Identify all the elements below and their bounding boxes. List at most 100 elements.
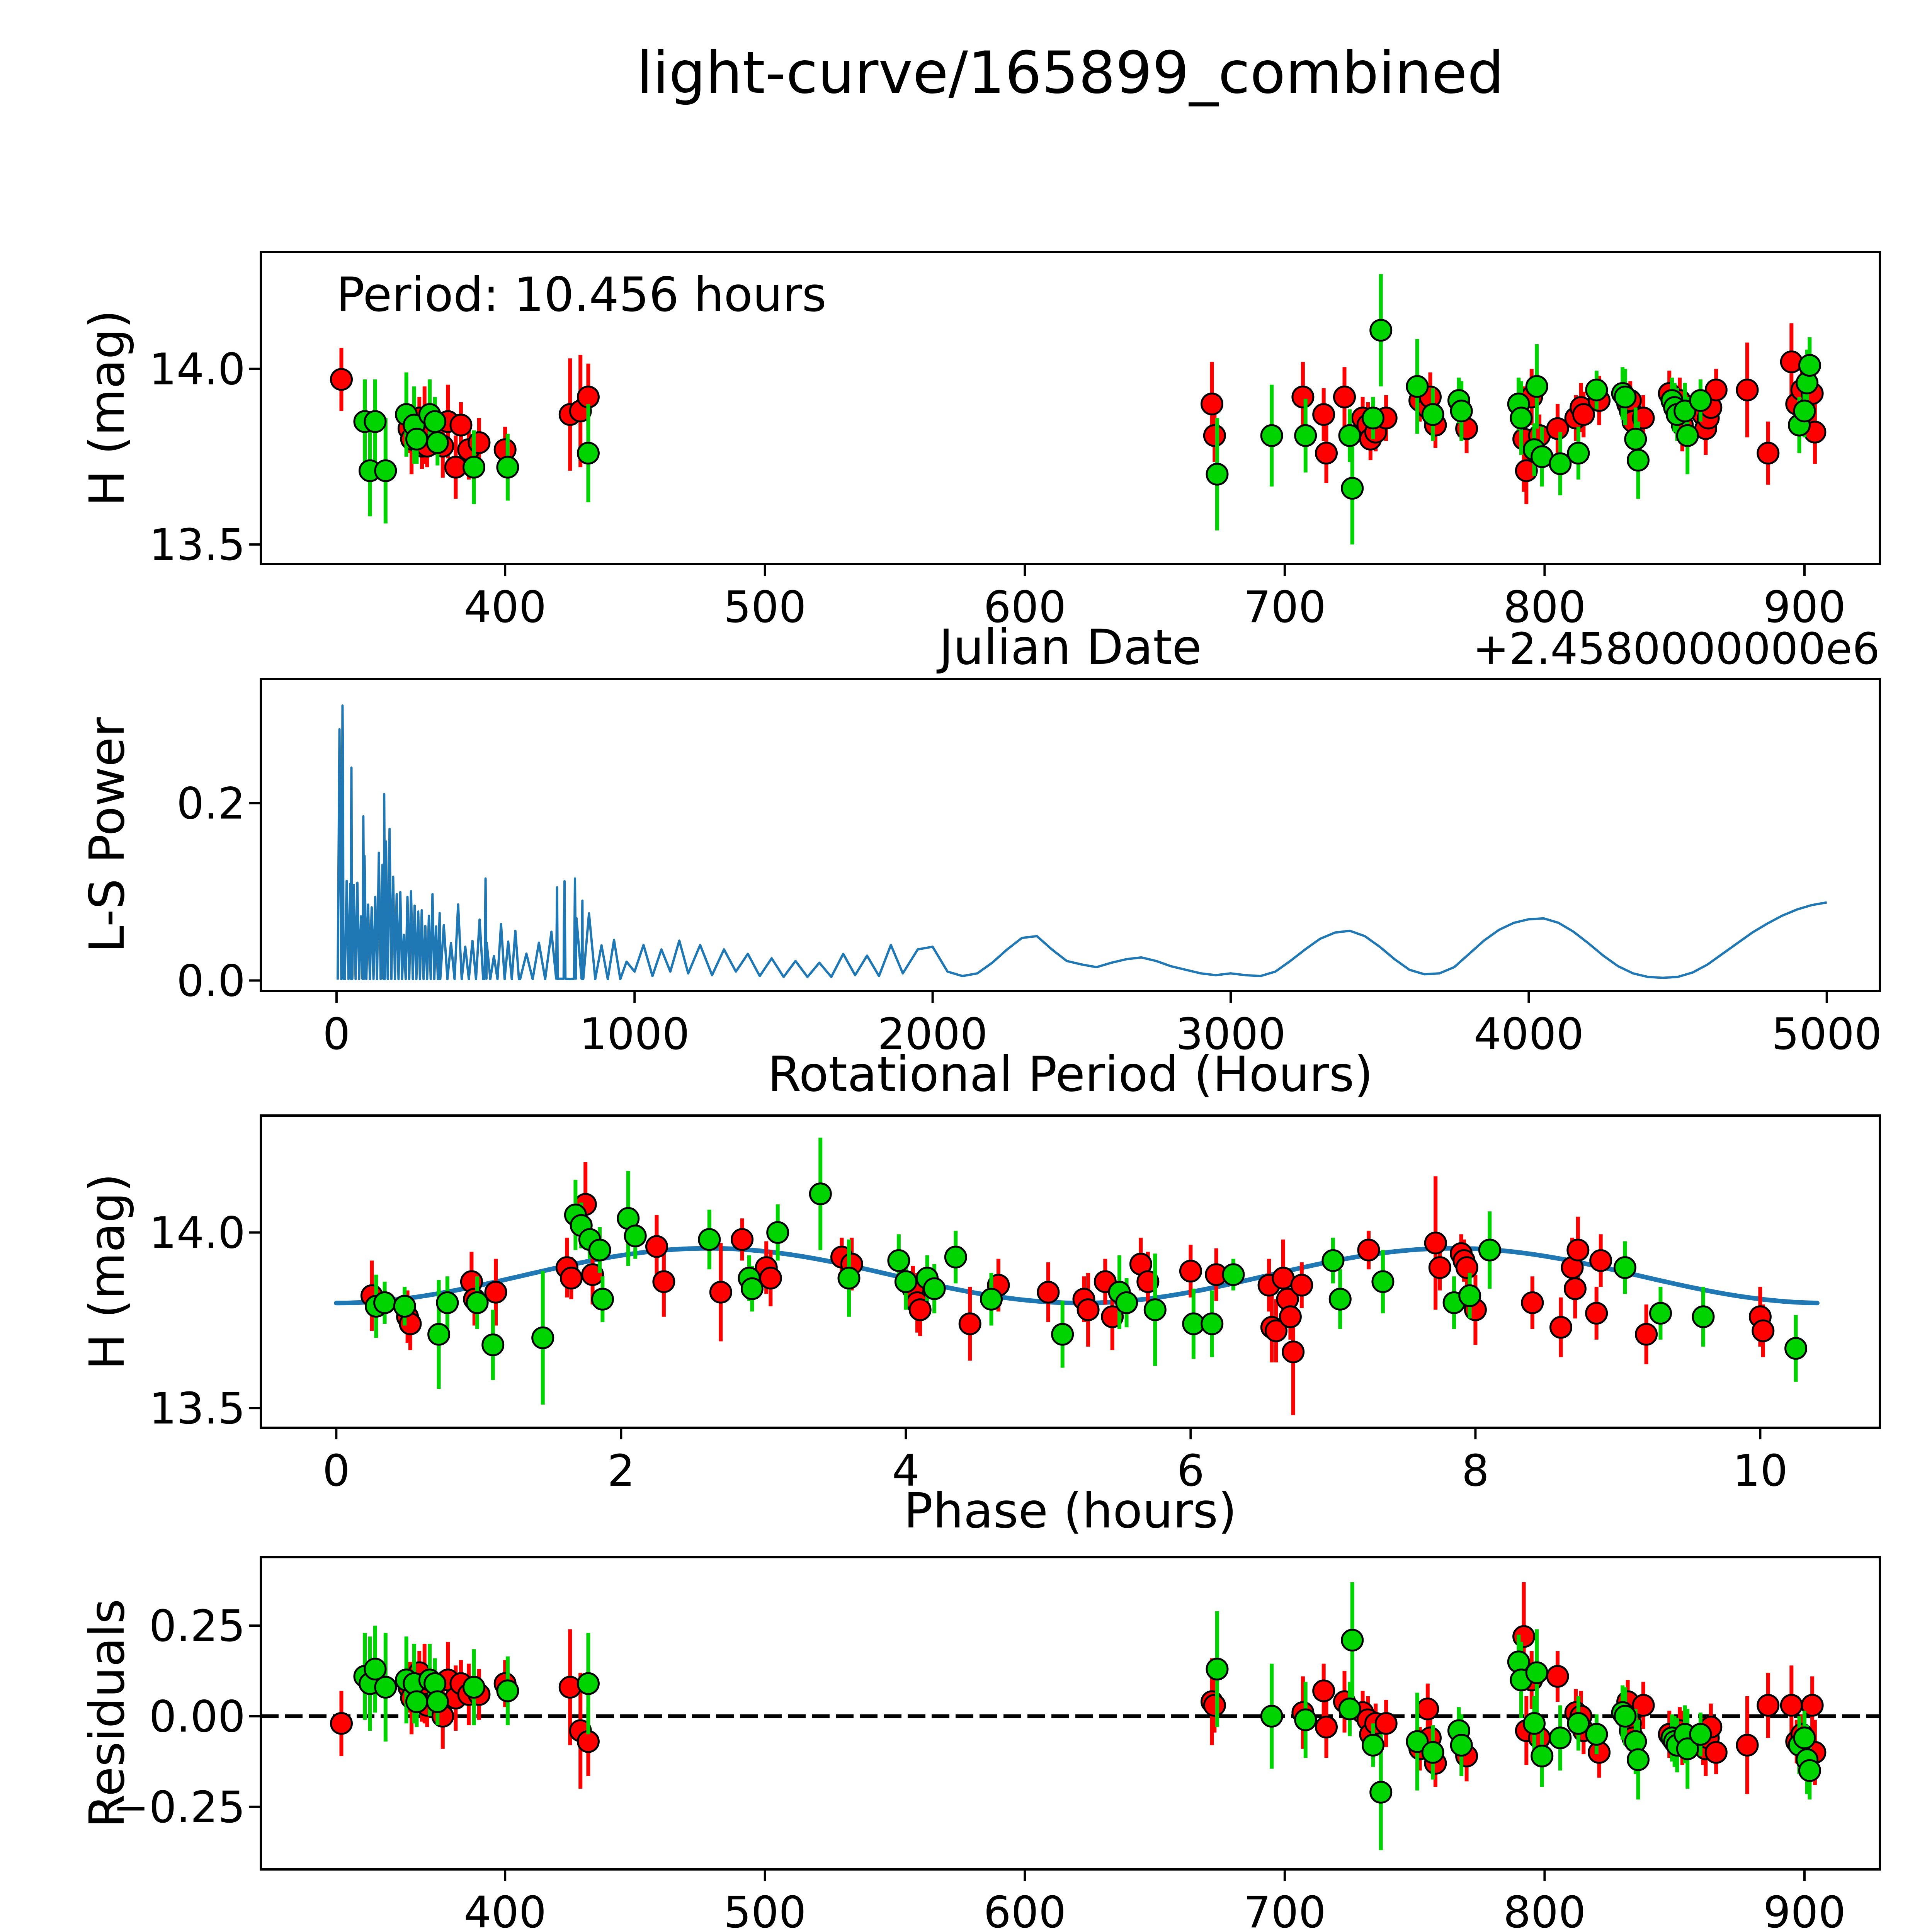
- data-point-green-band: [1450, 1734, 1473, 1757]
- data-point-red-band: [468, 431, 491, 454]
- data-point-green-band: [364, 1658, 387, 1681]
- data-point-red-band: [330, 368, 353, 391]
- residuals-plot-content: [261, 1582, 1880, 1850]
- data-point-green-band: [1549, 452, 1572, 475]
- data-point-green-band: [496, 1679, 519, 1702]
- data-point-green-band: [1206, 463, 1229, 486]
- phase-magnitude-ticks: 0 2 4 6 8 10 13.5 14.0: [149, 1208, 1788, 1496]
- phase-magnitude-plot-content: [334, 1138, 1820, 1415]
- data-point-red-band: [1512, 1625, 1536, 1648]
- x-tick-label: 3000: [1175, 1009, 1286, 1060]
- x-tick-label: 4: [892, 1446, 920, 1496]
- data-point-green-band: [1421, 403, 1444, 426]
- data-point-red-band: [1515, 459, 1538, 482]
- data-point-green-band: [577, 442, 600, 465]
- data-point-green-band: [405, 427, 428, 451]
- y-tick-label: 13.5: [149, 520, 245, 570]
- data-point-red-band: [1203, 1694, 1226, 1717]
- x-tick-label: 800: [1503, 582, 1586, 633]
- data-point-green-band: [466, 1291, 489, 1314]
- data-point-red-band: [958, 1312, 981, 1335]
- data-point-red-band: [1315, 1716, 1338, 1739]
- data-point-green-band: [1369, 319, 1393, 342]
- data-point-red-band: [1752, 1319, 1775, 1342]
- y-tick-label: 14.0: [149, 1208, 245, 1259]
- data-point-red-band: [709, 1281, 732, 1304]
- x-tick-label: 900: [1763, 582, 1846, 633]
- data-point-red-band: [652, 1270, 675, 1293]
- data-point-red-band: [1416, 1697, 1439, 1721]
- data-point-green-band: [1338, 1697, 1361, 1721]
- x-axis-label: Rotational Period (Hours): [767, 1046, 1373, 1102]
- data-point-red-band: [1566, 1238, 1590, 1262]
- data-point-red-band: [1201, 393, 1223, 415]
- data-point-red-band: [1312, 1679, 1335, 1702]
- data-point-red-band: [1635, 1323, 1658, 1346]
- y-tick-label: 13.5: [149, 1384, 245, 1434]
- data-point-green-band: [577, 1672, 600, 1695]
- data-point-green-band: [887, 1249, 910, 1272]
- data-point-green-band: [1294, 1708, 1317, 1731]
- x-tick-label: 800: [1503, 1888, 1586, 1932]
- data-point-green-band: [1338, 424, 1361, 447]
- data-point-green-band: [481, 1333, 505, 1356]
- data-point-red-band: [1179, 1260, 1202, 1283]
- data-point-green-band: [1627, 1748, 1650, 1771]
- x-axis-label: Julian Date: [936, 619, 1202, 675]
- data-point-red-band: [484, 1281, 507, 1304]
- data-point-green-band: [1614, 1705, 1637, 1728]
- x-tick-label: 2: [607, 1446, 635, 1496]
- data-point-green-band: [1531, 1745, 1554, 1768]
- data-point-red-band: [1704, 378, 1728, 401]
- data-point-red-band: [1424, 1231, 1447, 1255]
- data-point-red-band: [645, 1235, 668, 1258]
- data-point-red-band: [1357, 1238, 1380, 1262]
- data-point-red-band: [1203, 424, 1226, 447]
- data-point-red-band: [1546, 1665, 1569, 1688]
- data-point-green-band: [1798, 1759, 1821, 1782]
- data-point-green-band: [837, 1267, 861, 1290]
- data-point-red-band: [1037, 1281, 1060, 1304]
- data-point-green-band: [1222, 1263, 1245, 1286]
- plot-border: [260, 251, 1881, 565]
- data-point-green-band: [1567, 1712, 1590, 1735]
- data-point-green-band: [1115, 1291, 1138, 1314]
- data-point-red-band: [1632, 1694, 1655, 1717]
- y-tick-label: 14.0: [149, 345, 245, 395]
- x-tick-label: 1000: [580, 1009, 690, 1060]
- data-point-green-band: [1627, 449, 1650, 472]
- x-tick-label: 600: [983, 1888, 1066, 1932]
- data-point-red-band: [1736, 378, 1759, 401]
- x-axis-label: Julian Date: [936, 1925, 1202, 1932]
- data-point-green-band: [591, 1287, 614, 1311]
- x-tick-label: 5000: [1772, 1009, 1882, 1060]
- data-point-red-band: [1546, 417, 1569, 440]
- data-point-green-band: [1051, 1323, 1074, 1346]
- y-tick-label: 0.0: [177, 956, 245, 1006]
- data-point-green-band: [1523, 1712, 1546, 1735]
- periodogram-plot-content: [337, 704, 1827, 980]
- data-point-green-band: [1567, 442, 1590, 465]
- x-axis-offset-text: +2.4580000000e6: [1473, 1929, 1880, 1932]
- data-point-green-band: [1585, 1723, 1608, 1746]
- period-annotation: Period: 10.456 hours: [336, 267, 827, 322]
- data-point-red-band: [449, 413, 473, 437]
- data-point-green-band: [923, 1277, 946, 1300]
- data-point-green-band: [463, 1676, 485, 1699]
- data-point-green-band: [1328, 1287, 1352, 1311]
- data-point-green-band: [809, 1182, 832, 1206]
- x-tick-label: 700: [1243, 582, 1326, 633]
- data-point-green-band: [374, 1676, 397, 1699]
- data-point-red-band: [1521, 1291, 1544, 1314]
- data-point-green-band: [740, 1277, 764, 1300]
- y-tick-label: 0.25: [149, 1601, 245, 1651]
- data-point-green-band: [426, 1690, 449, 1713]
- data-point-green-band: [426, 431, 449, 454]
- jd-magnitude-plot-content: [330, 274, 1827, 545]
- data-point-green-band: [1294, 424, 1317, 447]
- data-point-green-band: [1689, 1723, 1712, 1746]
- data-point-green-band: [393, 1295, 416, 1318]
- data-point-green-band: [1585, 378, 1608, 401]
- data-point-green-band: [588, 1238, 611, 1262]
- data-point-red-band: [558, 1676, 582, 1699]
